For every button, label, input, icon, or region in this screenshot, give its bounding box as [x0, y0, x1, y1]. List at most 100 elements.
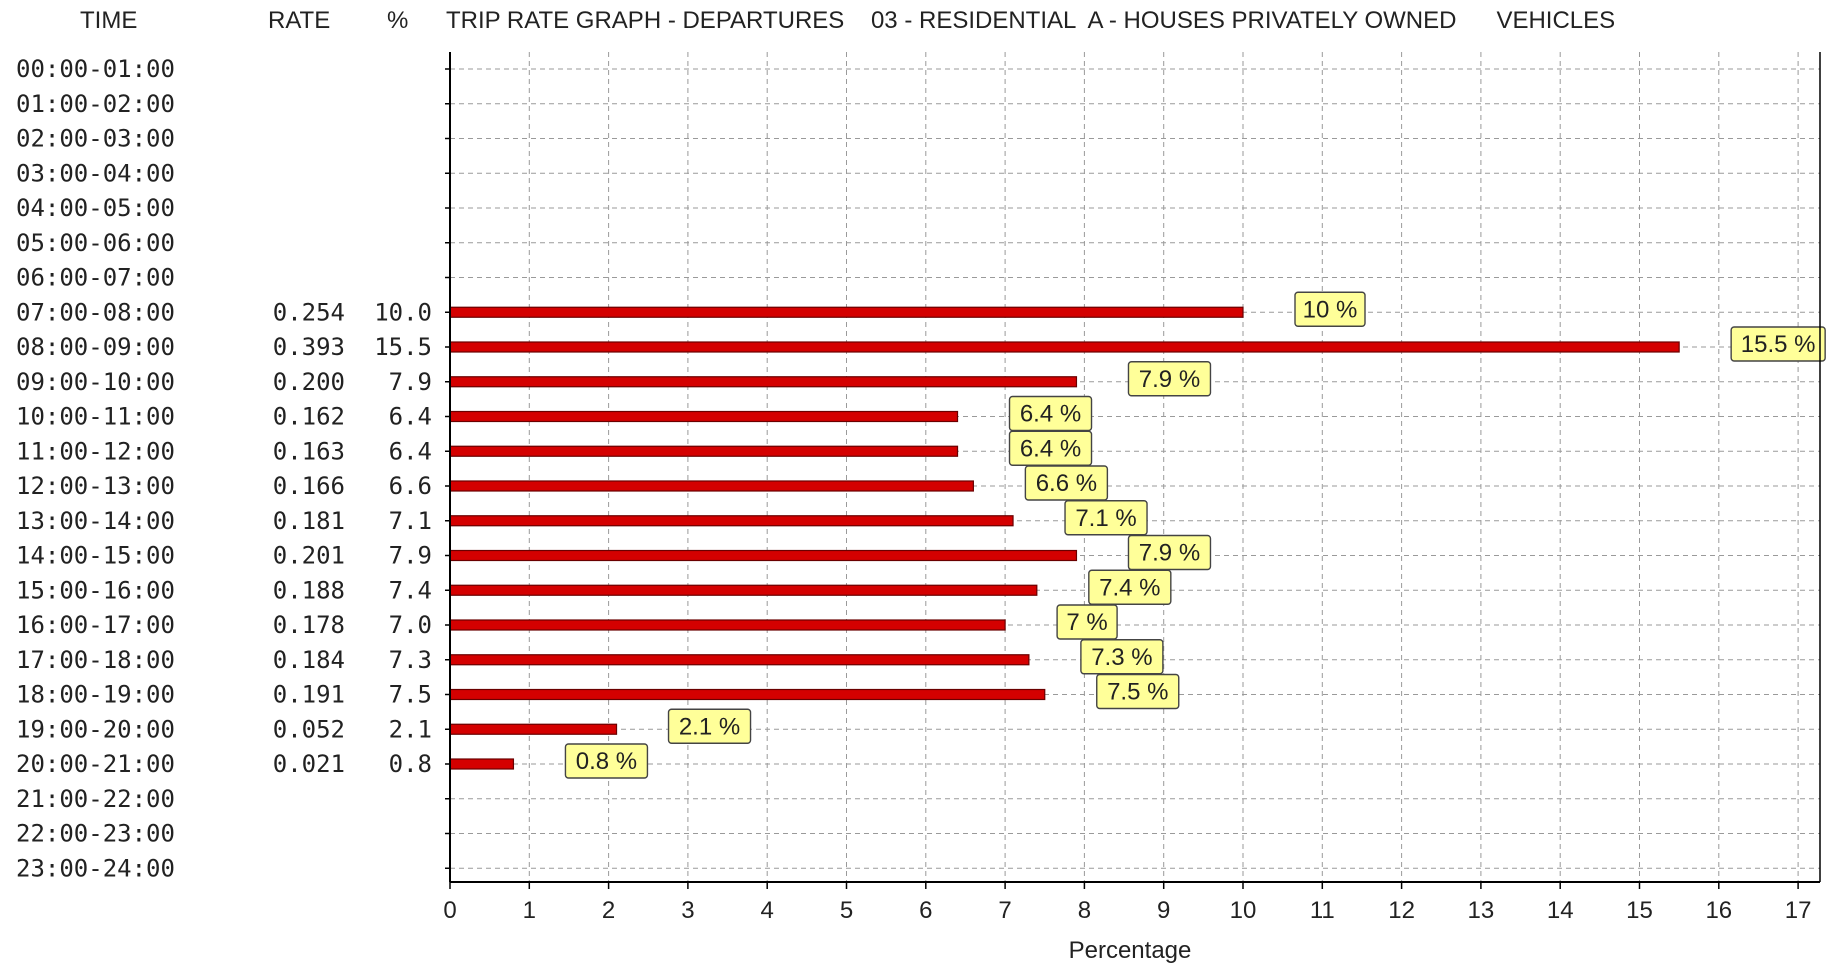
row-time-label: 23:00-24:00 [16, 854, 175, 882]
row-time-label: 15:00-16:00 [16, 576, 175, 604]
data-label-box [1008, 430, 1093, 466]
row-time-label: 10:00-11:00 [16, 403, 175, 431]
row-rate-value: 0.162 [273, 403, 345, 431]
row-percent-value: 7.9 [389, 368, 432, 396]
row-percent-value: 0.8 [389, 750, 432, 778]
row-rate-value: 0.181 [273, 507, 345, 535]
x-tick-label: 13 [1468, 897, 1495, 924]
row-time-label: 08:00-09:00 [16, 333, 175, 361]
data-label: 7.1 % [1075, 505, 1136, 532]
bar [449, 688, 1046, 701]
x-tick-label: 16 [1705, 897, 1732, 924]
row-time-label: 17:00-18:00 [16, 646, 175, 674]
data-label: 6.4 % [1020, 435, 1081, 462]
time-column-header: TIME [80, 7, 137, 34]
row-time-label: 21:00-22:00 [16, 785, 175, 813]
row-rate-value: 0.021 [273, 750, 345, 778]
bar [449, 758, 515, 770]
bar [449, 445, 959, 457]
row-time-label: 06:00-07:00 [16, 264, 175, 292]
data-label: 7.9 % [1139, 540, 1200, 567]
row-percent-value: 6.6 [389, 472, 432, 500]
row-rate-value: 0.184 [273, 646, 345, 674]
row-time-label: 09:00-10:00 [16, 368, 175, 396]
data-label: 6.6 % [1036, 470, 1097, 497]
x-tick-labels: 0 1 2 3 4 5 6 7 8 9 10 11 12 13 14 15 16 17 [443, 897, 1811, 924]
rate-column-header: RATE [268, 7, 330, 34]
row-rate-value: 0.163 [273, 437, 345, 465]
bar [449, 376, 1078, 388]
row-rate-value: 0.254 [273, 298, 345, 326]
row-time-label: 11:00-12:00 [16, 437, 175, 465]
data-label-box [1088, 569, 1172, 605]
axes [445, 52, 1821, 889]
data-label: 7.4 % [1099, 574, 1160, 601]
row-time-label: 20:00-21:00 [16, 750, 175, 778]
x-tick-label: 4 [761, 897, 774, 924]
data-label: 2.1 % [679, 713, 740, 740]
data-label: 7.5 % [1107, 679, 1168, 706]
x-tick-label: 11 [1310, 897, 1335, 924]
row-percent-value: 2.1 [389, 715, 432, 743]
bar [449, 306, 1244, 318]
row-time-label: 19:00-20:00 [16, 715, 175, 743]
row-percent-value: 10.0 [374, 298, 432, 326]
x-tick-label: 14 [1547, 897, 1574, 924]
row-percent-value: 6.4 [389, 437, 432, 465]
x-tick-label: 12 [1388, 897, 1415, 924]
bar [449, 723, 618, 735]
row-rate-value: 0.166 [273, 472, 345, 500]
row-labels: 00:00-01:00 01:00-02:00 02:00-03:00 03:00-0… [16, 55, 432, 882]
x-tick-label: 10 [1230, 897, 1257, 924]
x-tick-label: 2 [602, 897, 615, 924]
data-label: 0.8 % [576, 748, 637, 775]
row-time-label: 16:00-17:00 [16, 611, 175, 639]
grid-lines [450, 52, 1820, 882]
row-rate-value: 0.052 [273, 715, 345, 743]
bar [449, 654, 1030, 666]
data-label-box [1730, 326, 1826, 362]
row-percent-value: 7.0 [389, 611, 432, 639]
row-rate-value: 0.188 [273, 576, 345, 604]
data-label-box [1127, 534, 1212, 571]
data-label-box [1294, 291, 1366, 327]
bar [449, 515, 1014, 527]
data-label-box [1080, 639, 1164, 675]
data-label-box [1056, 604, 1118, 640]
data-label-box [1064, 500, 1148, 536]
data-label-box [1008, 395, 1093, 432]
row-time-label: 07:00-08:00 [16, 298, 175, 326]
percent-column-header: % [387, 7, 408, 34]
data-label: 10 % [1303, 296, 1358, 323]
chart-title: TRIP RATE GRAPH - DEPARTURES 03 - RESIDE… [446, 7, 1615, 34]
row-rate-value: 0.393 [273, 333, 345, 361]
bar [449, 341, 1680, 353]
row-percent-value: 7.3 [389, 646, 432, 674]
row-time-label: 22:00-23:00 [16, 820, 175, 848]
x-tick-label: 6 [919, 897, 932, 924]
data-label-box [564, 743, 649, 779]
x-tick-label: 7 [998, 897, 1011, 924]
row-time-label: 04:00-05:00 [16, 194, 175, 222]
bar [449, 584, 1038, 596]
data-label: 15.5 % [1741, 331, 1816, 358]
row-rate-value: 0.201 [273, 542, 345, 570]
data-labels: 10 %15.5 %7.9 %6.4 %6.4 %6.6 %7.1 %7.9 %… [564, 291, 1826, 779]
x-tick-label: 17 [1785, 897, 1812, 924]
row-percent-value: 6.4 [389, 403, 432, 431]
data-label: 7.3 % [1091, 644, 1152, 671]
row-rate-value: 0.178 [273, 611, 345, 639]
bars [449, 306, 1680, 770]
row-rate-value: 0.200 [273, 368, 345, 396]
x-tick-label: 3 [681, 897, 694, 924]
data-label-box [667, 708, 752, 744]
bar [449, 480, 974, 492]
data-label-box [1096, 673, 1180, 710]
row-time-label: 14:00-15:00 [16, 542, 175, 570]
data-label-box [1024, 465, 1109, 501]
data-label: 7 % [1066, 609, 1107, 636]
row-time-label: 05:00-06:00 [16, 229, 175, 257]
row-time-label: 02:00-03:00 [16, 125, 175, 153]
x-tick-label: 0 [443, 897, 456, 924]
